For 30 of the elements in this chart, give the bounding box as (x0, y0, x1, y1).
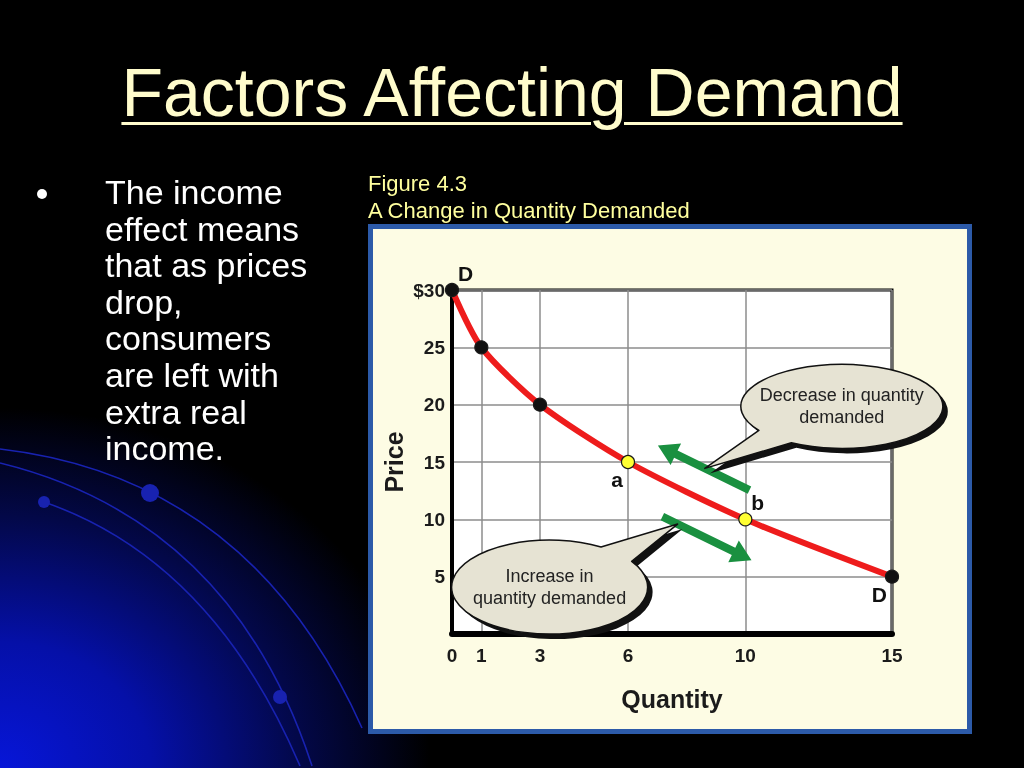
x-tick-label: 1 (476, 645, 488, 666)
point (532, 397, 548, 412)
x-axis-title: Quantity (621, 684, 723, 713)
y-tick-label: 5 (434, 566, 446, 588)
annotation: b (751, 491, 765, 515)
point (474, 340, 489, 355)
point (738, 512, 753, 527)
y-tick-label: 10 (423, 508, 445, 530)
x-tick-label: 3 (534, 645, 546, 666)
annotation: a (611, 468, 624, 491)
y-tick-label: 15 (423, 451, 446, 473)
point (444, 282, 460, 298)
x-tick-label: 0 (446, 645, 458, 666)
x-tick-label: 15 (881, 645, 903, 666)
text: The income effect means that as prices drop, consumers are left with extra real income. (105, 173, 309, 468)
point (884, 569, 900, 584)
point (620, 454, 636, 470)
caption: Figure 4.3 (368, 170, 468, 197)
annotation: D (871, 582, 887, 606)
annotation: Increase in quantity demanded (472, 565, 628, 610)
x-tick-label: 6 (622, 645, 634, 666)
y-axis-title: Price (379, 431, 408, 493)
chart-subtitle: A Change in Quantity Demanded (368, 197, 690, 224)
y-tick-label: $30 (413, 279, 445, 301)
y-tick-label: 20 (423, 394, 445, 416)
x-tick-label: 10 (734, 645, 756, 666)
annotation: D (458, 262, 474, 285)
chart-title: Factors Affecting Demand (120, 53, 904, 132)
y-tick-label: 25 (423, 336, 446, 358)
annotation: Decrease in quantity demanded (758, 384, 925, 429)
